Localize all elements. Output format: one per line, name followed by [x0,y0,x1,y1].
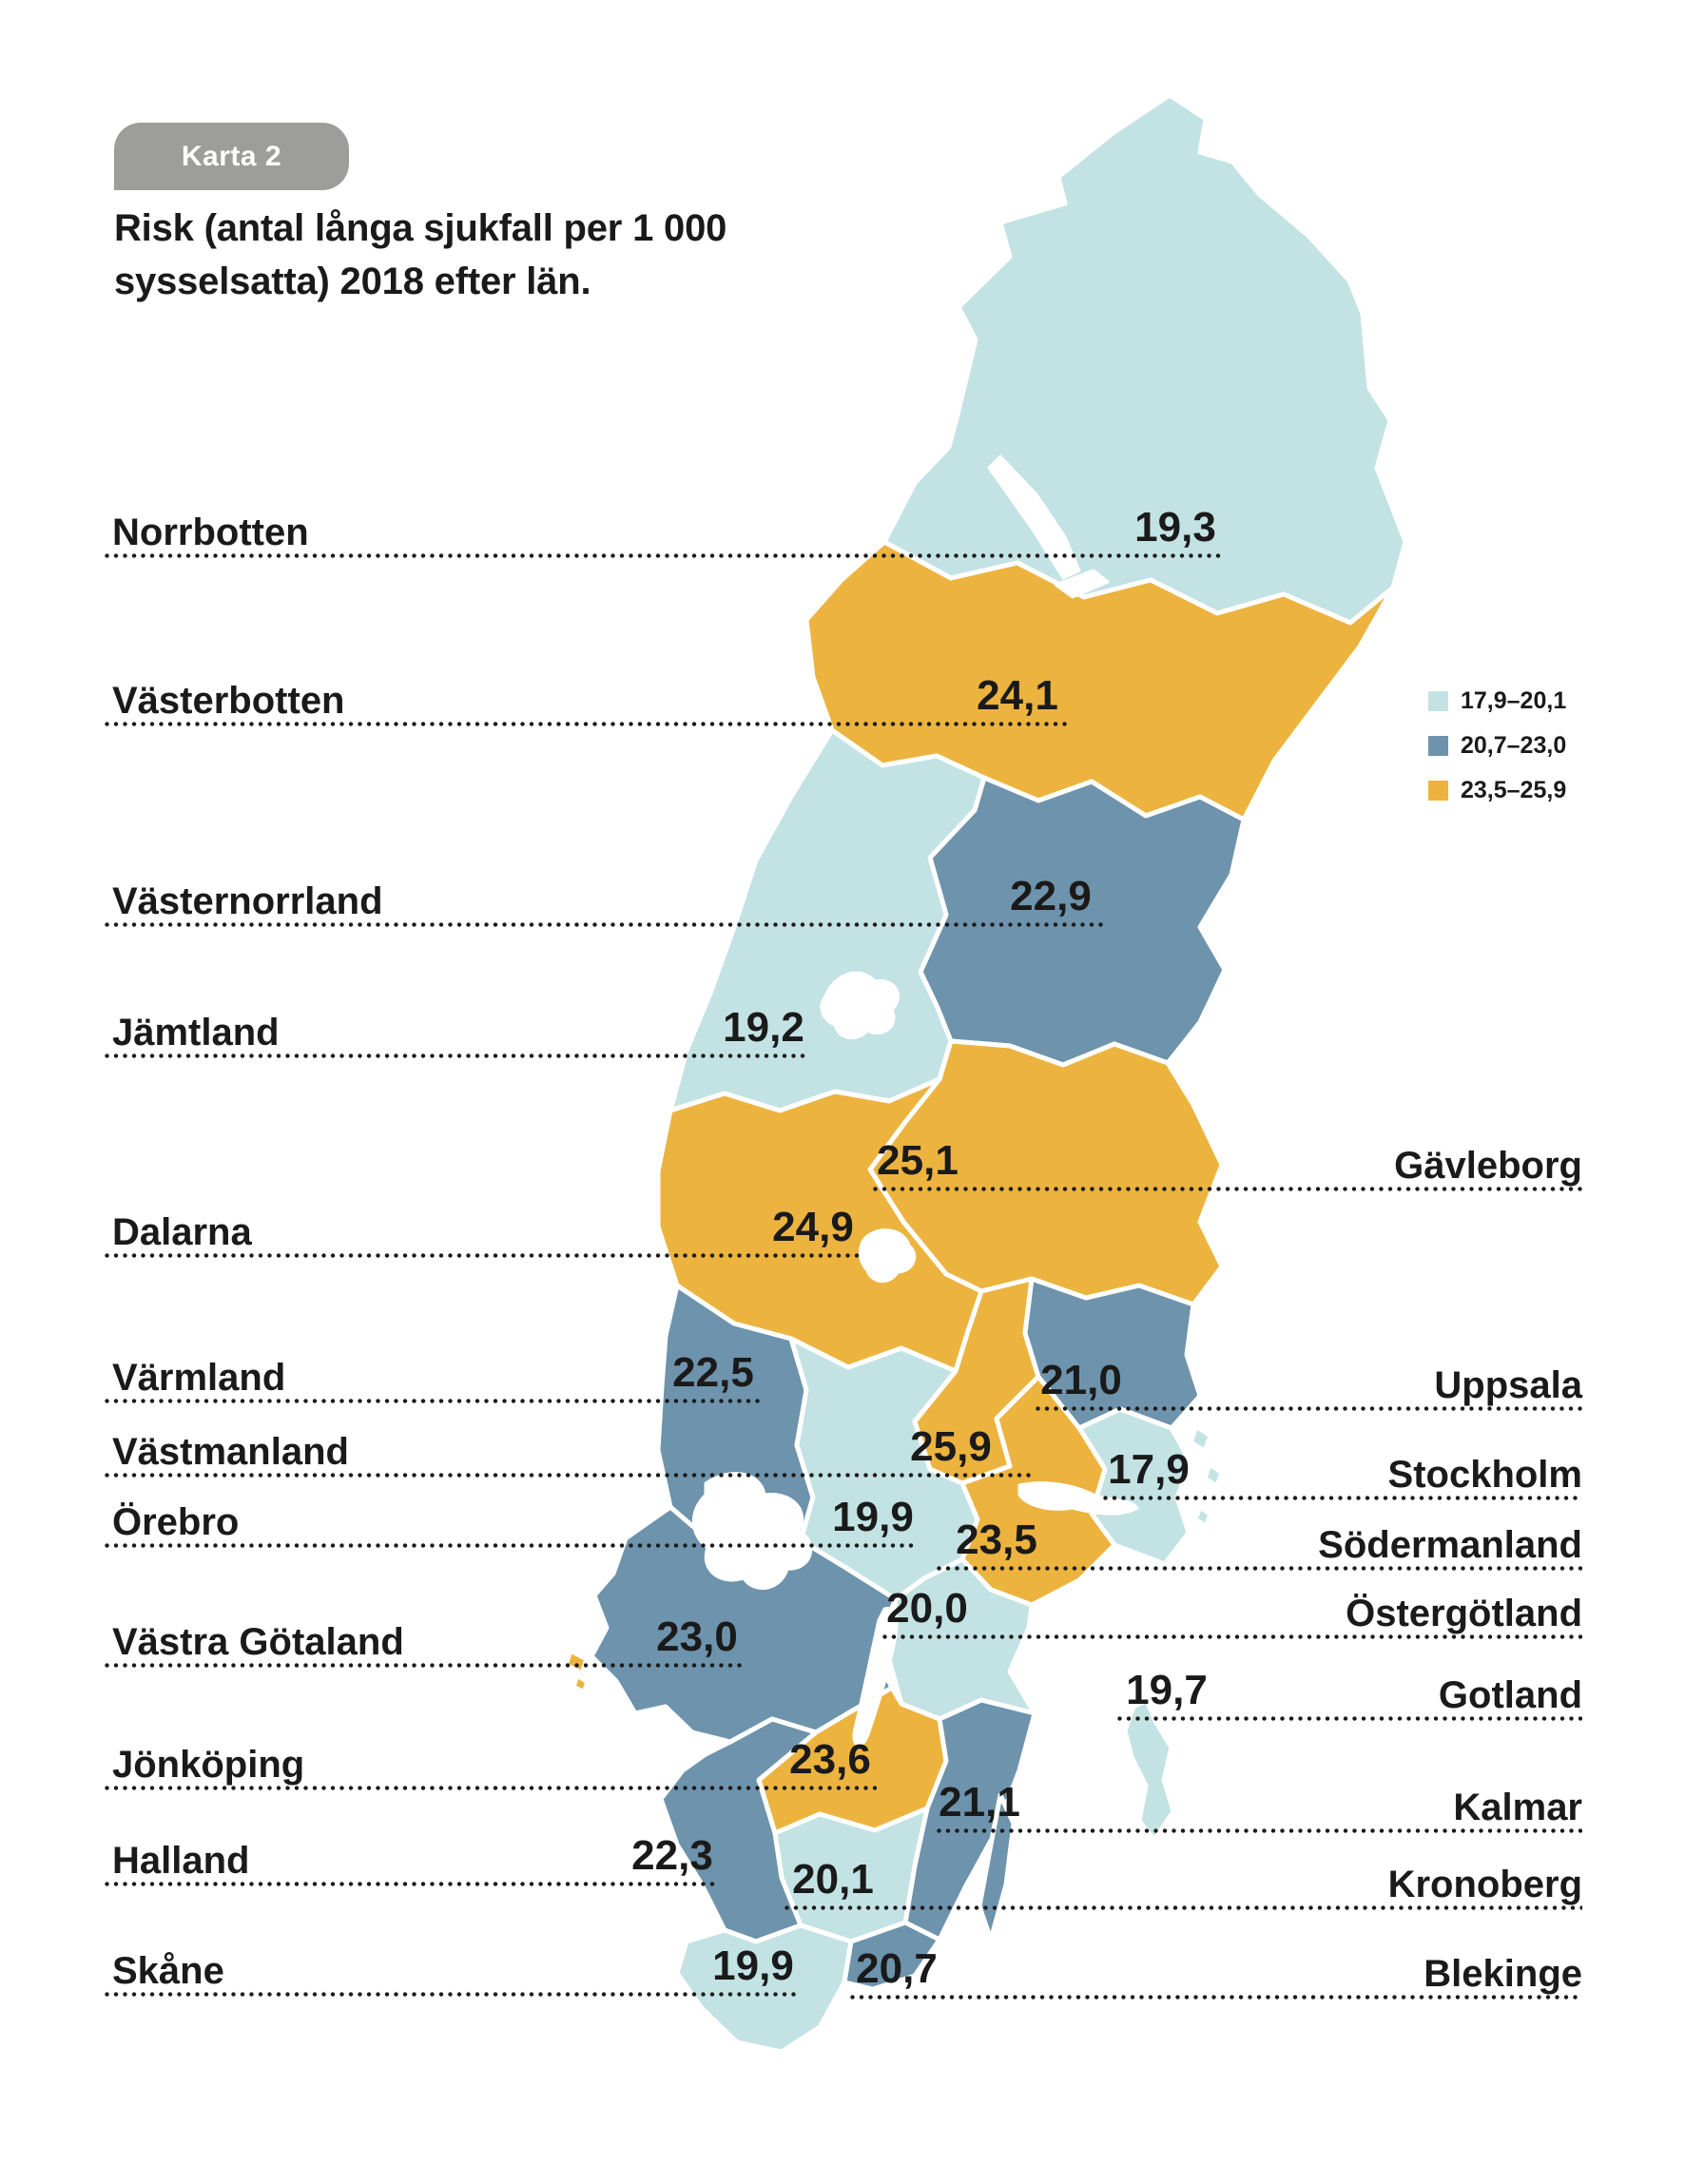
county-shape-blekinge [842,1920,942,1992]
leader-line-vasterbotten [105,722,1067,726]
karta-badge: Karta 2 [114,123,349,190]
leader-line-orebro [105,1543,918,1548]
county-value-varmland: 22,5 [672,1349,754,1396]
county-label-kronoberg: Kronoberg [1387,1864,1582,1905]
county-label-varmland: Värmland [112,1357,286,1399]
lake-malaren [1017,1481,1139,1516]
county-value-vasterbotten: 24,1 [977,672,1058,719]
page-title-line-1: Risk (antal långa sjukfall per 1 000 [114,207,727,249]
leader-line-vasternorrland [105,922,1103,927]
county-label-ostergotland: Östergötland [1346,1593,1582,1634]
leader-line-sodermanland [937,1566,1582,1571]
county-label-orebro: Örebro [112,1501,240,1543]
page-title-line-2: sysselsatta) 2018 efter län. [114,261,591,302]
leader-line-gavleborg [873,1187,1582,1191]
county-label-vastra-gotaland: Västra Götaland [112,1621,404,1663]
leader-line-dalarna [105,1253,861,1258]
lake-siljan [859,1228,917,1283]
county-label-vasternorrland: Västernorrland [112,880,383,922]
leader-line-gotland [1117,1716,1582,1721]
legend-item-low: 17,9–20,1 [1428,688,1566,713]
island-archipelago-1 [1188,1423,1213,1454]
county-value-ostergotland: 20,0 [886,1585,968,1632]
county-value-vasternorrland: 22,9 [1010,873,1092,919]
legend-label-high: 23,5–25,9 [1461,777,1567,803]
county-value-jonkoping: 23,6 [789,1736,871,1783]
leader-line-jonkoping [105,1786,877,1790]
county-value-gavleborg: 25,1 [877,1137,959,1184]
county-label-norrbotten: Norrbotten [112,512,309,553]
county-value-vastra-gotaland: 23,0 [656,1614,738,1660]
leader-line-uppsala [1036,1406,1582,1411]
county-label-gavleborg: Gävleborg [1394,1145,1582,1187]
county-label-dalarna: Dalarna [112,1211,252,1253]
leader-line-vastra-gotaland [105,1663,744,1668]
leader-line-skane [105,1992,797,1997]
legend-swatch-mid [1428,735,1448,756]
county-label-skane: Skåne [112,1950,224,1992]
page-title: Risk (antal långa sjukfall per 1 000 sys… [114,202,856,308]
legend-label-mid: 20,7–23,0 [1461,732,1567,759]
lake-vattern [852,1606,899,1747]
county-value-jamtland: 19,2 [723,1004,804,1051]
leader-line-kronoberg [784,1905,1582,1910]
county-label-jonkoping: Jönköping [112,1744,305,1786]
legend-swatch-high [1428,780,1448,801]
county-value-kronoberg: 20,1 [792,1856,874,1903]
county-value-uppsala: 21,0 [1040,1357,1122,1403]
county-value-norrbotten: 19,3 [1134,504,1216,551]
county-value-kalmar: 21,1 [939,1779,1020,1826]
county-value-halland: 22,3 [631,1832,713,1879]
leader-line-ostergotland [882,1634,1582,1639]
island-archipelago-3 [1192,1504,1213,1529]
lake-lule-river [987,454,1081,580]
county-label-uppsala: Uppsala [1434,1364,1582,1406]
county-shape-skane [674,1923,854,2055]
lake-storsjon [820,971,900,1040]
legend-item-mid: 20,7–23,0 [1428,733,1566,758]
county-value-vastmanland: 25,9 [910,1423,992,1470]
lakes [692,454,1139,1747]
legend: 17,9–20,1 20,7–23,0 23,5–25,9 [1428,688,1566,822]
county-label-blekinge: Blekinge [1424,1953,1582,1995]
county-value-blekinge: 20,7 [856,1945,938,1992]
leader-line-blekinge [850,1995,1582,2000]
county-shape-gotland [1122,1697,1176,1843]
leader-line-kalmar [937,1828,1582,1833]
county-shape-uppsala [1022,1276,1203,1431]
county-value-stockholm: 17,9 [1108,1446,1190,1493]
county-label-halland: Halland [112,1840,250,1882]
county-shape-vasternorrland [918,775,1247,1068]
county-shape-kalmar [902,1697,1037,1942]
legend-label-low: 17,9–20,1 [1461,687,1567,714]
county-label-vasterbotten: Västerbotten [112,680,345,722]
island-west-coast-1 [563,1648,590,1676]
island-west-coast-2 [571,1672,591,1695]
leader-line-varmland [105,1399,761,1403]
lake-lule-river-2 [1054,569,1110,599]
leader-line-halland [105,1882,717,1886]
leader-line-stockholm [1103,1496,1582,1500]
county-shapes [563,92,1408,2055]
county-label-vastmanland: Västmanland [112,1431,349,1473]
county-label-stockholm: Stockholm [1387,1454,1582,1496]
county-value-gotland: 19,7 [1126,1667,1208,1713]
county-label-sodermanland: Södermanland [1318,1524,1582,1566]
county-label-jamtland: Jämtland [112,1012,280,1053]
karta-badge-label: Karta 2 [181,140,282,172]
island-archipelago-2 [1202,1461,1225,1489]
county-value-sodermanland: 23,5 [956,1517,1037,1563]
leader-line-vastmanland [105,1473,1032,1478]
county-value-orebro: 19,9 [832,1494,914,1540]
county-value-skane: 19,9 [712,1942,794,1989]
county-label-kalmar: Kalmar [1453,1787,1582,1828]
leader-line-norrbotten [105,553,1222,558]
leader-line-jamtland [105,1053,808,1058]
legend-swatch-low [1428,690,1448,711]
county-value-dalarna: 24,9 [772,1204,854,1250]
legend-item-high: 23,5–25,9 [1428,778,1566,802]
county-label-gotland: Gotland [1438,1674,1582,1716]
